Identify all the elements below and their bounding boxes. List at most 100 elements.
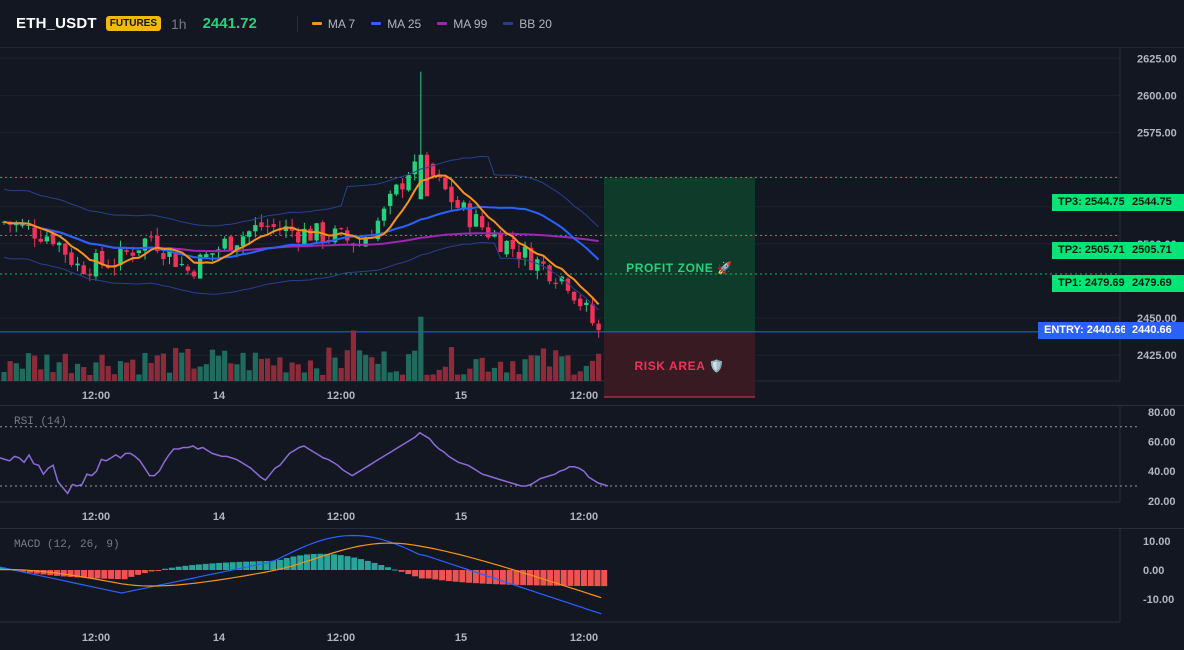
macd-histogram-bar — [466, 570, 473, 583]
macd-histogram-bar — [547, 570, 554, 586]
volume-bar — [185, 348, 191, 381]
candle-body — [516, 252, 522, 260]
volume-bar — [473, 359, 479, 381]
candle-body — [222, 238, 227, 249]
legend-ma7[interactable]: MA 7 — [311, 16, 356, 31]
volume-bar — [234, 364, 240, 381]
volume-bar — [516, 374, 522, 381]
candle-body — [510, 239, 515, 250]
candle-body — [167, 249, 172, 257]
rsi-chart[interactable]: 80.00 60.00 40.00 20.00 12:00 14 12:00 15 12:00 — [0, 406, 1184, 523]
ma99-swatch — [437, 22, 448, 25]
macd-pane[interactable]: 10.00 0.00 -10.00 12:00 14 12:00 15 12:00 MACD … — [0, 528, 1184, 649]
volume-bar — [497, 361, 504, 381]
volume-bar — [375, 363, 381, 381]
price-chart[interactable]: 2650.002625.002600.002575.002525.002500.… — [0, 48, 1184, 405]
macd-histogram-bar — [243, 561, 250, 570]
candle-body — [400, 183, 405, 190]
price-axis-label: 2625.00 — [1137, 53, 1177, 65]
legend-ma25[interactable]: MA 25 — [371, 17, 421, 31]
candle-body — [406, 174, 411, 191]
macd-chart[interactable]: 10.00 0.00 -10.00 12:00 14 12:00 15 12:00 — [0, 529, 1184, 650]
rsi-time-label: 12:00 — [327, 511, 355, 523]
tp1-price-tag: 2479.69 — [1125, 275, 1184, 292]
macd-axis-label: -10.00 — [1143, 594, 1174, 606]
candle-body — [479, 216, 485, 228]
macd-histogram-bar — [283, 558, 290, 570]
volume-bar — [215, 355, 222, 381]
volume-bar — [124, 362, 130, 381]
volume-bar — [258, 358, 265, 381]
macd-histogram-bar — [601, 570, 608, 587]
macd-histogram-bar — [371, 562, 378, 570]
volume-bar — [1, 372, 7, 381]
macd-histogram-bar — [202, 563, 209, 570]
price-axis-label: 2425.00 — [1137, 350, 1177, 362]
legend-ma99[interactable]: MA 99 — [437, 17, 487, 31]
candle-body — [136, 250, 142, 254]
macd-histogram-bar — [297, 555, 304, 570]
time-axis-label: 15 — [455, 390, 467, 402]
volume-bar — [461, 374, 467, 381]
macd-histogram-bar — [135, 570, 142, 575]
macd-histogram-bar — [398, 570, 405, 572]
macd-histogram-bar — [189, 565, 196, 570]
bb-upper-line — [3, 155, 599, 228]
volume-bar — [485, 371, 491, 381]
volume-bar — [571, 374, 577, 381]
rsi-axis-label: 80.00 — [1148, 407, 1176, 419]
macd-line — [0, 534, 602, 615]
volume-bar — [283, 372, 289, 381]
legend-ma7-label: MA 7 — [327, 16, 356, 31]
macd-histogram-bar — [27, 570, 33, 573]
macd-histogram-bar — [256, 561, 263, 570]
macd-time-label: 15 — [455, 632, 467, 644]
candle-body — [547, 265, 552, 282]
ma25-line — [3, 205, 600, 261]
volume-bar — [228, 363, 234, 381]
volume-bar — [326, 347, 332, 381]
macd-histogram-bar — [425, 570, 432, 579]
tp3-label: TP3: 2544.75 — [1052, 194, 1131, 211]
rsi-axis-label: 40.00 — [1148, 466, 1176, 478]
volume-bar — [479, 357, 485, 381]
candle-body — [492, 234, 497, 237]
legend-bb20[interactable]: BB 20 — [503, 17, 552, 31]
time-axis-label: 14 — [213, 390, 226, 402]
rsi-pane[interactable]: 80.00 60.00 40.00 20.00 12:00 14 12:00 15 12:00 … — [0, 405, 1184, 523]
interval-selector[interactable]: 1h — [171, 15, 187, 32]
volume-bar — [166, 372, 173, 381]
legend-bb20-label: BB 20 — [519, 16, 552, 31]
volume-bar — [350, 330, 357, 381]
macd-histogram-bar — [155, 570, 162, 571]
volume-bar — [99, 354, 105, 381]
candle-body — [449, 186, 454, 203]
futures-badge: FUTURES — [105, 16, 162, 31]
macd-histogram-bar — [479, 570, 486, 584]
macd-histogram-bar — [472, 570, 479, 584]
macd-histogram-bar — [445, 570, 452, 582]
volume-bar — [246, 370, 252, 381]
candle-body — [394, 184, 399, 195]
price-pane[interactable]: 2650.002625.002600.002575.002525.002500.… — [0, 48, 1184, 405]
macd-histogram-bar — [459, 570, 466, 583]
legend-ma25-label: MA 25 — [387, 16, 422, 31]
macd-histogram-bar — [405, 570, 412, 575]
macd-histogram-bar — [60, 570, 67, 577]
volume-bar — [522, 359, 528, 381]
candle-body — [565, 278, 571, 291]
candle-body — [271, 224, 276, 227]
candle-body — [240, 236, 246, 247]
volume-bar — [399, 374, 406, 381]
volume-bar — [62, 353, 68, 381]
macd-histogram-bar — [344, 556, 351, 570]
volume-bar — [363, 354, 369, 381]
volume-bar — [546, 366, 553, 381]
volume-bar — [56, 362, 62, 381]
symbol-name[interactable]: ETH_USDT — [16, 15, 97, 32]
volume-bar — [197, 366, 203, 381]
macd-histogram-bar — [580, 570, 587, 587]
candle-body — [44, 236, 50, 242]
macd-histogram-bar — [270, 560, 277, 570]
macd-histogram-bar — [391, 569, 398, 571]
